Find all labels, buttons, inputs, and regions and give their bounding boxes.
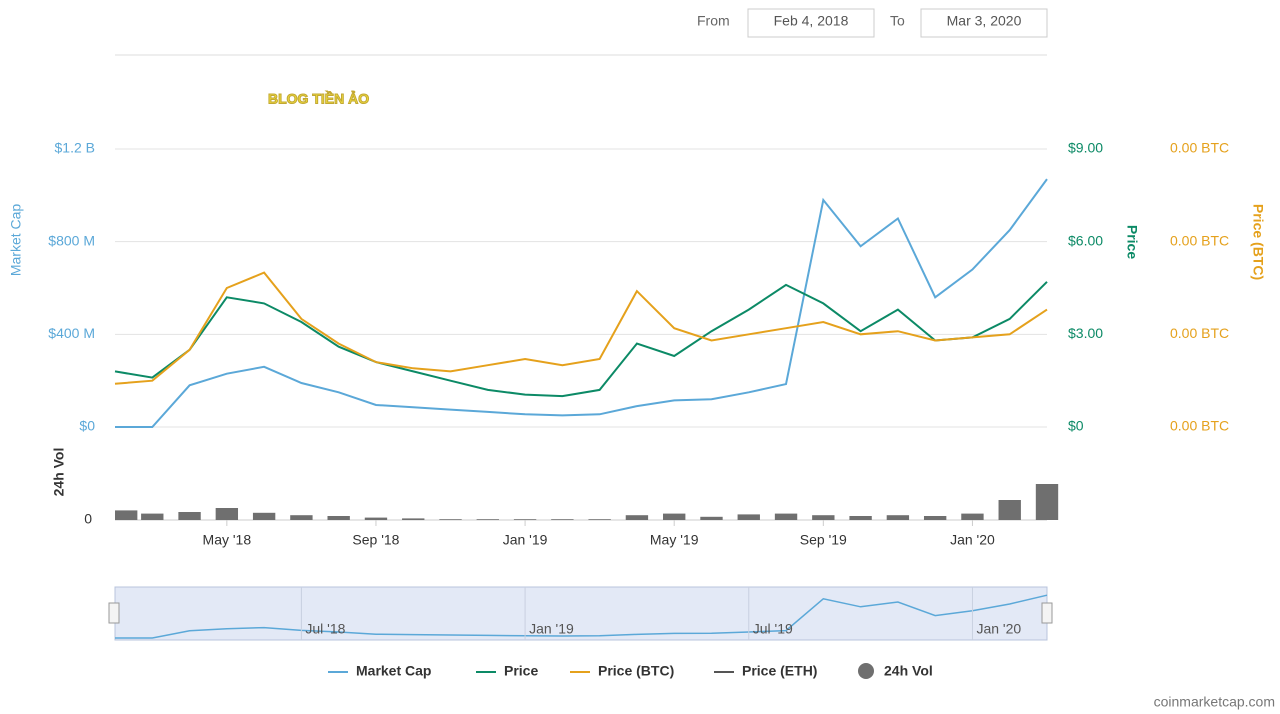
volume-bar (252, 512, 276, 520)
from-input[interactable] (747, 8, 875, 38)
y-tick-label: 0.00 BTC (1170, 325, 1229, 341)
navigator-tick-label: Jan '20 (976, 621, 1021, 637)
x-tick-label: Sep '19 (800, 532, 847, 548)
navigator[interactable] (114, 586, 1048, 641)
y-tick-label: $1.2 B (55, 140, 95, 156)
volume-bar (774, 513, 798, 520)
volume-bar (141, 513, 164, 520)
volume-bar (115, 510, 138, 520)
series-line (114, 281, 1048, 398)
volume-bar (849, 516, 872, 520)
navigator-tick-label: Jul '19 (753, 621, 793, 637)
watermark: BLOG TIỀN ẢO (268, 91, 369, 107)
volume-bar (215, 508, 239, 520)
volume-bar (327, 516, 350, 520)
volume-bar (961, 513, 984, 520)
volume-bar (737, 514, 760, 520)
x-tick-label: May '18 (203, 532, 252, 548)
volume-bar (625, 515, 649, 520)
volume-bar (588, 519, 611, 520)
credit: coinmarketcap.com (1154, 694, 1275, 710)
y-tick-label: $400 M (48, 325, 95, 341)
volume-bar (178, 512, 201, 520)
volume-bar (513, 519, 537, 520)
navigator-tick-label: Jan '19 (529, 621, 574, 637)
from-label: From (697, 13, 730, 29)
navigator-handle[interactable] (1041, 602, 1053, 624)
volume-bar (700, 516, 723, 520)
volume-bar (551, 519, 574, 520)
y-tick-label: 0.00 BTC (1170, 232, 1229, 248)
volume-bar (1035, 484, 1059, 520)
volume-bar (476, 519, 499, 520)
x-tick-label: Jan '20 (950, 532, 995, 548)
navigator-handle[interactable] (108, 602, 120, 624)
volume-bar (812, 515, 835, 520)
y-tick-label: 0.00 BTC (1170, 418, 1229, 434)
legend-label[interactable]: Market Cap (356, 663, 431, 679)
to-value[interactable]: Mar 3, 2020 (947, 13, 1022, 29)
y2-axis-title: Price (1124, 225, 1140, 259)
volume-bar (364, 517, 388, 520)
x-tick-label: Jan '19 (503, 532, 548, 548)
navigator-tick-label: Jul '18 (305, 621, 345, 637)
y-tick-label: $800 M (48, 232, 95, 248)
y-tick-label: $6.00 (1068, 232, 1103, 248)
volume-bar (439, 519, 462, 520)
legend-label[interactable]: Price (BTC) (598, 663, 674, 679)
volume-bar (923, 516, 947, 520)
series-line (114, 271, 1048, 385)
vol-tick-label: 0 (84, 511, 92, 527)
navigator-line (115, 594, 1048, 639)
volume-bar (402, 518, 425, 520)
volume-bar (663, 513, 686, 520)
vol-axis-title: 24h Vol (51, 448, 67, 497)
volume-bar (886, 515, 910, 520)
y-axis-title: Market Cap (8, 204, 24, 277)
y-tick-label: $0 (79, 418, 95, 434)
volume-bar (998, 500, 1021, 520)
x-tick-label: Sep '18 (352, 532, 399, 548)
y-tick-label: $9.00 (1068, 140, 1103, 156)
legend-label[interactable]: Price (504, 663, 538, 679)
legend-label[interactable]: 24h Vol (884, 663, 933, 679)
legend-label[interactable]: Price (ETH) (742, 663, 817, 679)
to-input[interactable] (920, 8, 1048, 38)
y-tick-label: $0 (1068, 418, 1084, 434)
legend-swatch (858, 663, 874, 679)
volume-bar (290, 515, 313, 520)
y-tick-label: $3.00 (1068, 325, 1103, 341)
from-value[interactable]: Feb 4, 2018 (774, 13, 849, 29)
x-tick-label: May '19 (650, 532, 699, 548)
y-tick-label: 0.00 BTC (1170, 140, 1229, 156)
y3-axis-title: Price (BTC) (1250, 204, 1266, 280)
series-line (115, 178, 1048, 428)
to-label: To (890, 13, 905, 29)
